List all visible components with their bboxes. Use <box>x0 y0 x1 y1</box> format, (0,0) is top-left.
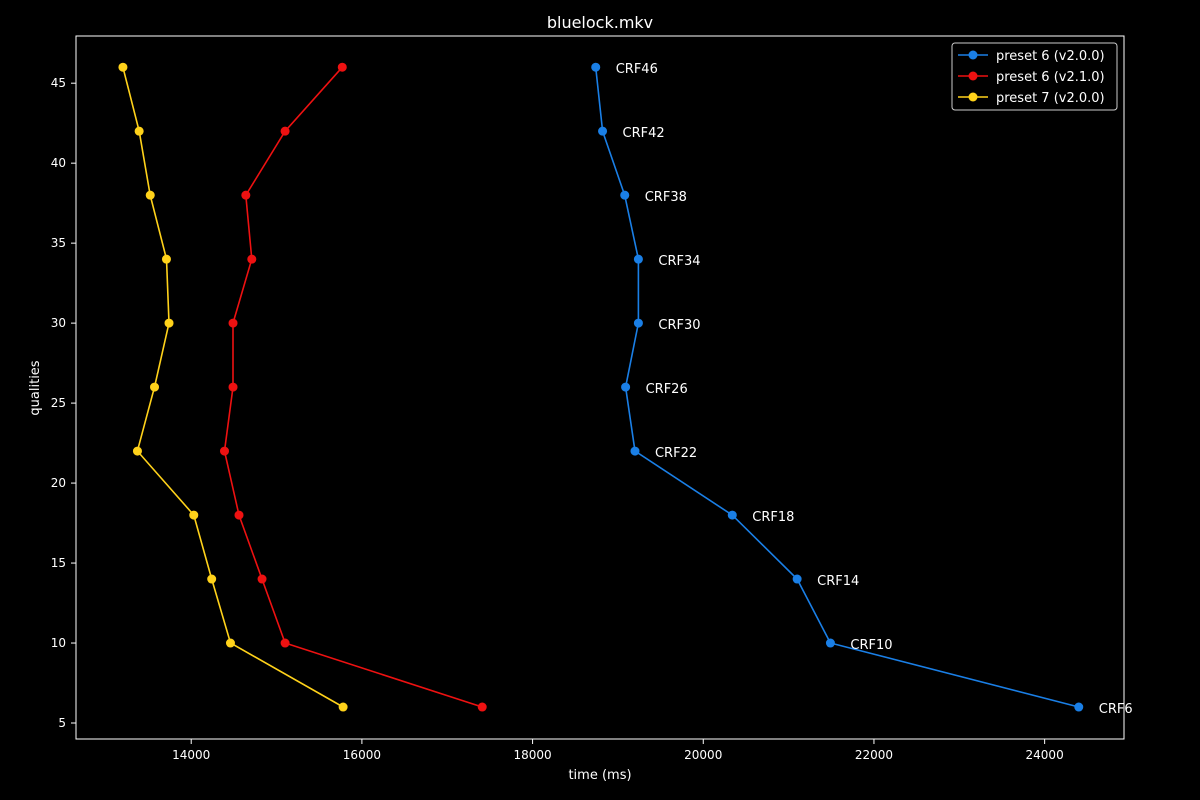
point-label: CRF14 <box>817 574 859 589</box>
x-tick-label: 24000 <box>1026 748 1064 762</box>
x-tick-label: 20000 <box>684 748 722 762</box>
legend-marker <box>968 71 978 81</box>
y-axis: 5 10 15 20 25 30 35 40 45 <box>51 76 76 730</box>
x-tick-label: 14000 <box>172 748 210 762</box>
series-layer: CRF46 CRF42 CRF38 CRF34 CRF30 CRF26 CRF22 CRF18… <box>118 62 1133 717</box>
data-point <box>234 510 244 520</box>
data-point <box>219 446 229 456</box>
data-point <box>118 62 128 72</box>
y-tick-label: 5 <box>58 716 66 730</box>
y-axis-label: qualities <box>28 360 43 415</box>
point-label: CRF18 <box>752 510 794 525</box>
legend-label: preset 7 (v2.0.0) <box>996 91 1105 106</box>
data-point <box>241 190 251 200</box>
legend: preset 6 (v2.0.0) preset 6 (v2.1.0) preset… <box>951 42 1118 111</box>
data-point <box>620 190 630 200</box>
data-point <box>161 254 171 264</box>
data-point <box>228 318 238 328</box>
point-label: CRF34 <box>658 254 700 269</box>
x-axis: 14000 16000 18000 20000 22000 24000 <box>172 739 1064 762</box>
series-1: CRF46 CRF42 CRF38 CRF34 CRF30 CRF26 CRF22 CRF18… <box>591 62 1133 717</box>
series-2 <box>219 62 487 712</box>
y-tick-label: 35 <box>51 236 66 250</box>
data-point <box>727 510 737 520</box>
data-point <box>633 318 643 328</box>
data-point <box>189 510 199 520</box>
legend-box <box>951 42 1118 111</box>
y-tick-label: 30 <box>51 316 66 330</box>
y-tick-label: 40 <box>51 156 66 170</box>
data-point <box>792 574 802 584</box>
data-point <box>621 382 631 392</box>
data-point <box>207 574 217 584</box>
data-point <box>257 574 267 584</box>
x-tick-label: 16000 <box>343 748 381 762</box>
plot-area <box>75 35 1125 740</box>
legend-marker <box>968 50 978 60</box>
data-point <box>591 62 601 72</box>
data-point <box>630 446 640 456</box>
data-point <box>150 382 160 392</box>
point-label: CRF10 <box>850 638 892 653</box>
point-label: CRF26 <box>646 382 688 397</box>
data-point <box>477 702 487 712</box>
x-tick-label: 22000 <box>855 748 893 762</box>
legend-label: preset 6 (v2.1.0) <box>996 70 1105 85</box>
data-point <box>825 638 835 648</box>
y-tick-label: 15 <box>51 556 66 570</box>
data-point <box>145 190 155 200</box>
data-point <box>132 446 142 456</box>
point-label: CRF30 <box>658 318 700 333</box>
data-point <box>633 254 643 264</box>
data-point <box>228 382 238 392</box>
x-tick-label: 18000 <box>513 748 551 762</box>
y-tick-label: 10 <box>51 636 66 650</box>
legend-marker <box>968 92 978 102</box>
y-tick-label: 20 <box>51 476 66 490</box>
point-label: CRF46 <box>616 62 658 77</box>
data-point <box>1074 702 1084 712</box>
point-label: CRF42 <box>623 126 665 141</box>
point-label: CRF38 <box>645 190 687 205</box>
y-tick-label: 25 <box>51 396 66 410</box>
point-label: CRF22 <box>655 446 697 461</box>
data-point <box>280 126 290 136</box>
data-point <box>164 318 174 328</box>
data-point <box>280 638 290 648</box>
y-tick-label: 45 <box>51 76 66 90</box>
data-point <box>225 638 235 648</box>
data-point <box>598 126 608 136</box>
series-3 <box>118 62 348 712</box>
point-label: CRF6 <box>1099 702 1133 717</box>
data-point <box>337 62 347 72</box>
data-point <box>338 702 348 712</box>
data-point <box>247 254 257 264</box>
legend-label: preset 6 (v2.0.0) <box>996 49 1105 64</box>
chart-title: bluelock.mkv <box>547 13 653 32</box>
x-axis-label: time (ms) <box>568 768 631 783</box>
data-point <box>134 126 144 136</box>
